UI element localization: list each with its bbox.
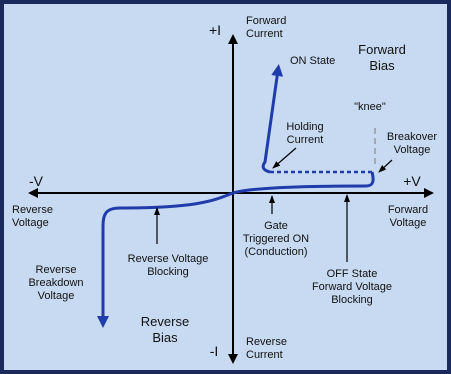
label-line: OFF State [327,268,378,280]
axis-label: -I [210,343,219,359]
label-line: Current [246,28,283,40]
forward-bias-label: Forward Bias [358,42,406,73]
label-line: Voltage [12,217,49,229]
pointer-arrows [154,147,393,262]
axes [28,34,434,364]
label-line: Reverse [36,264,77,276]
label-line: Current [246,349,283,361]
label-line: Breakdown [28,277,83,289]
label-line: (Conduction) [245,246,308,258]
label-line: Voltage [38,290,75,302]
reverse-current-label: Reverse Current [246,336,287,361]
on-state-label: ON State [290,55,335,67]
axis-label: +I [209,22,221,38]
label-line: Voltage [394,144,431,156]
label-line: Blocking [331,294,373,306]
label-line: Holding [286,121,323,133]
reverse-voltage-blocking-label: Reverse Voltage Blocking [128,253,209,278]
label-line: Reverse [141,314,189,329]
label-line: Forward [246,15,286,27]
label-line: ON State [290,55,335,67]
breakover-voltage-label: Breakover Voltage [387,131,437,156]
iv-curve [97,64,375,328]
holding-current-label: Holding Current [286,121,323,146]
label-line: Triggered ON [243,233,309,245]
label-line: Forward [358,42,406,57]
forward-current-label: Forward Current [246,15,286,40]
label-line: Bias [152,330,178,345]
label-line: Forward Voltage [312,281,392,293]
reverse-voltage-label: Reverse Voltage [12,204,53,229]
gate-triggered-label: Gate Triggered ON (Conduction) [243,220,309,258]
axis-label: -V [29,173,44,189]
label-line: Voltage [390,217,427,229]
forward-voltage-label: Forward Voltage [388,204,428,229]
label-line: Breakover [387,131,437,143]
label-line: Reverse [12,204,53,216]
reverse-breakdown-voltage-label: Reverse Breakdown Voltage [28,264,83,302]
knee-label: "knee" [354,101,386,113]
label-line: "knee" [354,101,386,113]
label-line: Forward [388,204,428,216]
label-line: Reverse Voltage [128,253,209,265]
label-line: Current [287,134,324,146]
axis-label: +V [403,173,421,189]
label-line: Blocking [147,266,189,278]
label-line: Bias [369,58,395,73]
label-line: Gate [264,220,288,232]
reverse-bias-label: Reverse Bias [141,314,189,345]
off-state-blocking-label: OFF State Forward Voltage Blocking [312,268,392,306]
label-line: Reverse [246,336,287,348]
